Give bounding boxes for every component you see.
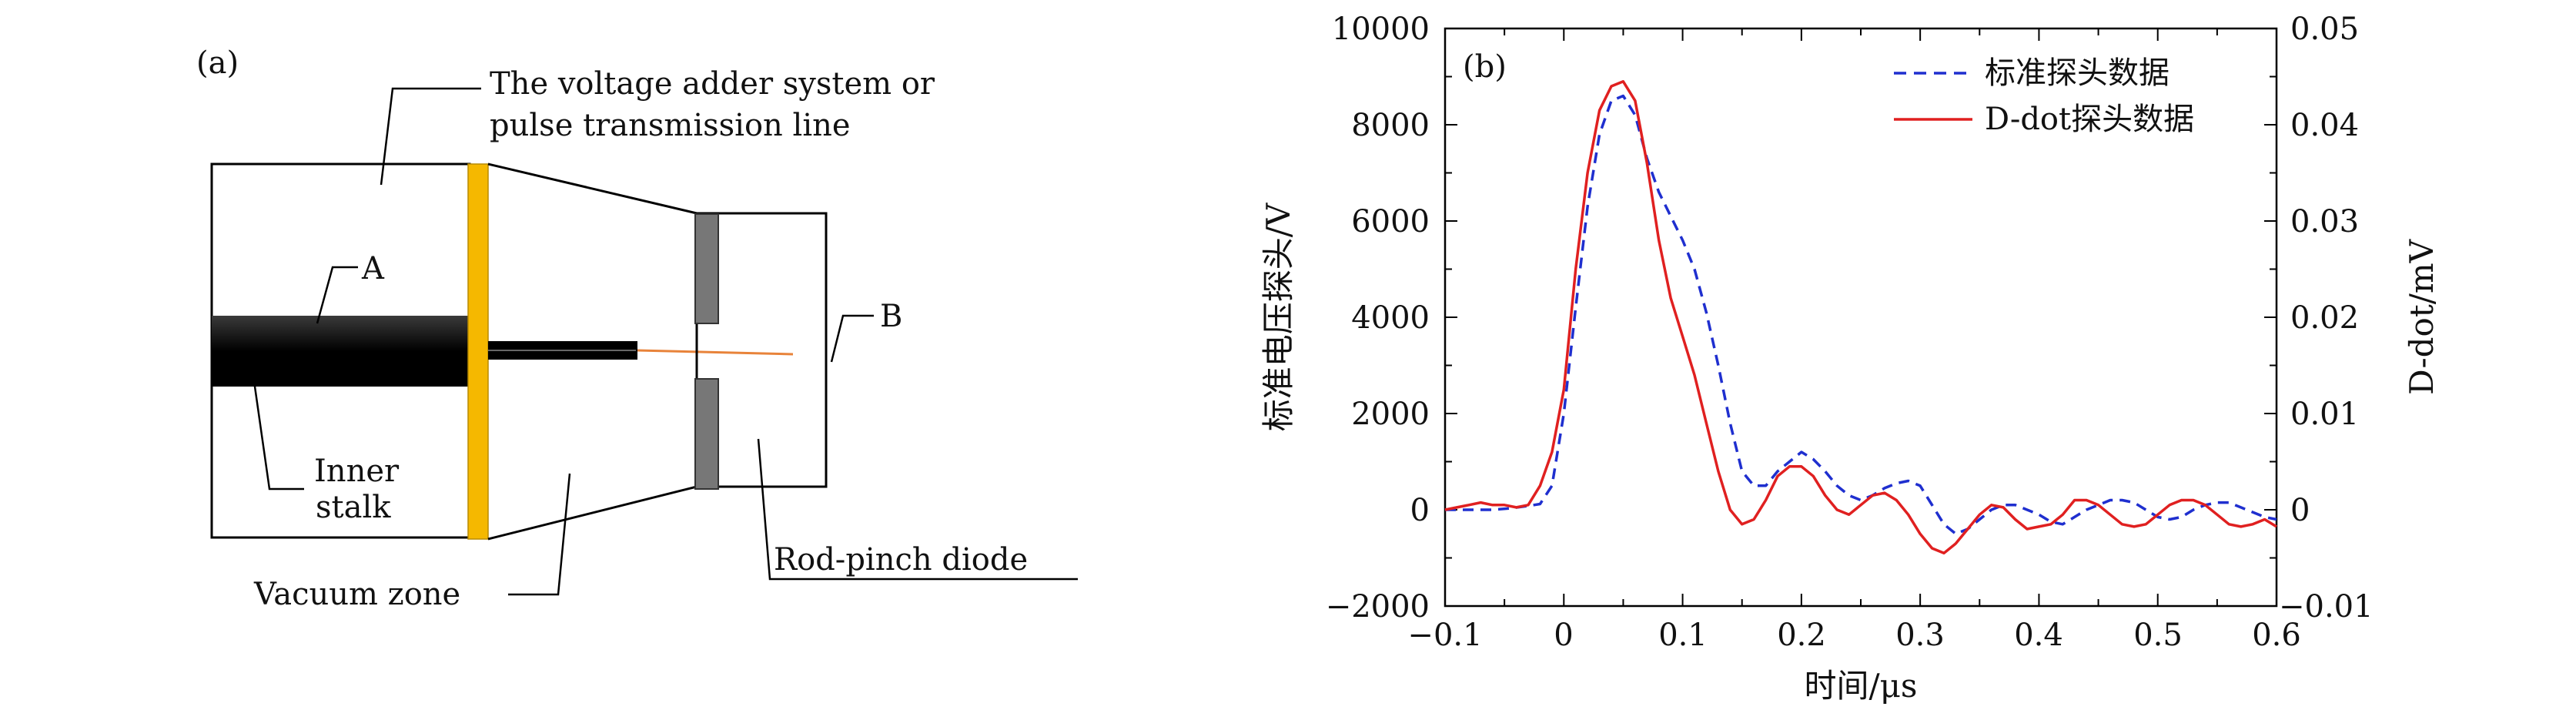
series-line-ddot-probe (1444, 80, 2277, 555)
inner-stalk (212, 316, 470, 387)
callout-system-line2: pulse transmission line (490, 108, 851, 143)
left-y-tick-labels: 10000 8000 6000 4000 2000 0 −2000 (1326, 12, 1430, 625)
x-tick-label: 0.3 (1895, 618, 1945, 653)
left-tick-label: 2000 (1351, 397, 1430, 432)
left-tick-label: 8000 (1351, 108, 1430, 143)
vacuum-bottom-edge (487, 485, 698, 541)
left-tick-label: 4000 (1351, 300, 1430, 336)
x-axis-title: 时间/μs (1804, 667, 1917, 705)
anode-wire (637, 349, 794, 356)
label-inner-stalk-1: Inner (314, 454, 400, 489)
legend-label-ddot: D-dot探头数据 (1985, 102, 2194, 137)
callout-system-line1: The voltage adder system or (490, 66, 935, 102)
panel-b-chart: (b) 10000 8000 6000 4000 2000 0 −2000 0.… (1260, 12, 2441, 705)
left-tick-label: −2000 (1326, 589, 1430, 625)
insulator-plate (467, 163, 489, 540)
right-tick-label: 0 (2290, 493, 2310, 528)
x-tick-labels: −0.1 0 0.1 0.2 0.3 0.4 0.5 0.6 (1407, 618, 2300, 653)
panel-b-label: (b) (1463, 49, 1507, 85)
left-tick-label: 10000 (1332, 12, 1430, 47)
x-tick-label: 0.4 (2014, 618, 2063, 653)
callout-line-system (380, 87, 481, 186)
right-tick-label: 0.04 (2290, 108, 2359, 143)
series-line-standard-probe (1445, 94, 2277, 536)
legend-label-standard: 标准探头数据 (1985, 55, 2170, 91)
right-tick-label: 0.01 (2290, 397, 2359, 432)
label-A: A (361, 251, 385, 286)
panel-a-schematic: (a) The voltage adder system or (196, 45, 1078, 612)
left-tick-label: 0 (1410, 493, 1430, 528)
callout-line-diode (757, 438, 1078, 581)
right-tick-label: 0.03 (2290, 204, 2359, 239)
label-rod-pinch-diode: Rod-pinch diode (774, 542, 1028, 578)
label-inner-stalk-2: stalk (316, 490, 391, 525)
right-tick-label: 0.05 (2290, 12, 2359, 47)
callout-line-vacuum (508, 473, 571, 596)
callout-line-B (830, 314, 874, 363)
label-B: B (880, 299, 902, 334)
x-tick-label: 0 (1554, 618, 1573, 653)
x-tick-label: 0.5 (2133, 618, 2183, 653)
x-tick-label: −0.1 (1407, 618, 1482, 653)
right-y-axis-title: D-dot/mV (2403, 239, 2441, 395)
cathode-plate-top (694, 213, 719, 324)
left-y-axis-title: 标准电压探头/V (1260, 203, 1297, 431)
x-tick-label: 0.2 (1777, 618, 1826, 653)
label-vacuum-zone: Vacuum zone (253, 577, 460, 612)
left-tick-label: 6000 (1351, 204, 1430, 239)
x-tick-label: 0.1 (1658, 618, 1708, 653)
vacuum-top-edge (487, 162, 698, 215)
legend: 标准探头数据 D-dot探头数据 (1894, 55, 2194, 137)
x-tick-label: 0.6 (2252, 618, 2301, 653)
right-tick-label: −0.01 (2279, 589, 2374, 625)
right-tick-label: 0.02 (2290, 300, 2359, 336)
callout-line-inner-stalk (253, 380, 304, 491)
cathode-plate-bottom (694, 378, 719, 490)
panel-a-label: (a) (196, 45, 239, 81)
data-series (1444, 80, 2277, 555)
right-y-tick-labels: 0.05 0.04 0.03 0.02 0.01 0 −0.01 (2279, 12, 2374, 625)
callout-line-A (316, 266, 358, 324)
